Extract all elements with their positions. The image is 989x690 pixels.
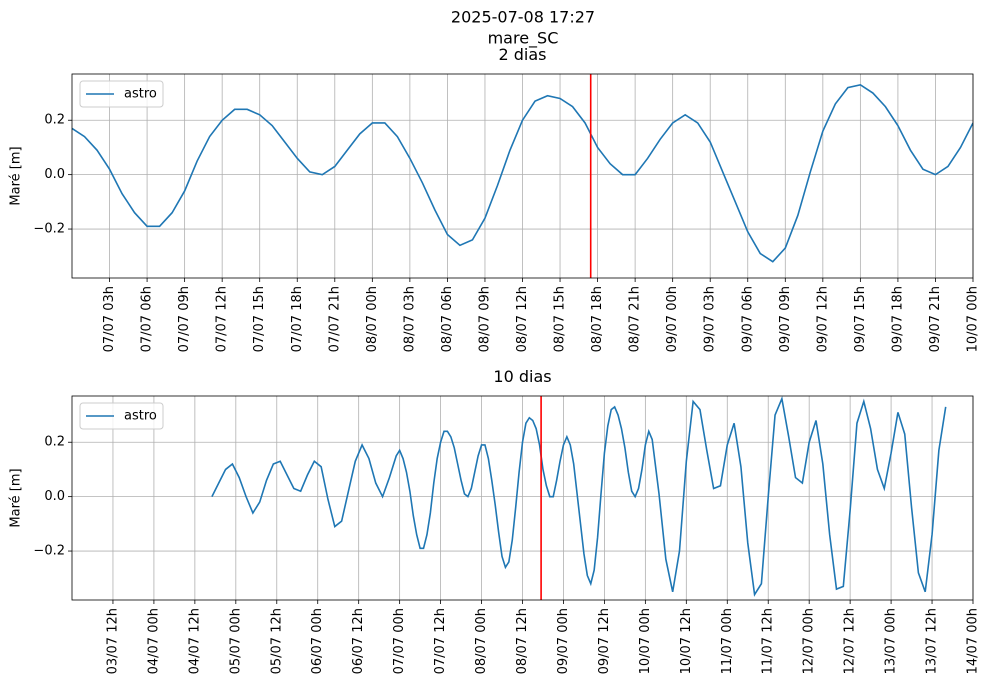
- x-tick-label: 08/07 09h: [477, 286, 492, 352]
- legend-label: astro: [124, 409, 157, 424]
- x-tick-label: 08/07 00h: [474, 608, 489, 674]
- x-tick-label: 09/07 12h: [597, 608, 612, 674]
- x-tick-label: 07/07 12h: [215, 286, 230, 352]
- x-tick-label: 08/07 18h: [590, 286, 605, 352]
- x-tick-label: 09/07 21h: [928, 286, 943, 352]
- x-tick-label: 14/07 00h: [966, 608, 981, 674]
- x-tick-label: 09/07 00h: [556, 608, 571, 674]
- x-tick-label: 09/07 06h: [740, 286, 755, 352]
- series-line: [72, 84, 973, 263]
- y-tick-label: 0.2: [44, 435, 65, 450]
- x-tick-label: 08/07 15h: [553, 286, 568, 352]
- legend-box: [79, 402, 164, 430]
- y-tick-label: 0.0: [44, 489, 65, 504]
- legend-box: [79, 80, 164, 108]
- x-tick-label: 08/07 21h: [628, 286, 643, 352]
- y-tick-label: −0.2: [33, 222, 65, 237]
- legend-label: astro: [124, 87, 157, 102]
- x-tick-label: 12/07 00h: [802, 608, 817, 674]
- x-tick-label: 11/07 00h: [720, 608, 735, 674]
- x-tick-label: 06/07 12h: [351, 608, 366, 674]
- x-tick-label: 13/07 00h: [884, 608, 899, 674]
- subplot-title: 10 dias: [493, 367, 551, 386]
- x-tick-label: 03/07 12h: [105, 608, 120, 674]
- y-axis-label: Maré [m]: [9, 468, 24, 527]
- x-tick-label: 09/07 15h: [853, 286, 868, 352]
- x-tick-label: 07/07 18h: [290, 286, 305, 352]
- x-tick-label: 09/07 09h: [778, 286, 793, 352]
- axes-frame: [71, 73, 974, 279]
- x-tick-label: 09/07 12h: [815, 286, 830, 352]
- x-tick-label: 10/07 12h: [679, 608, 694, 674]
- x-tick-label: 07/07 06h: [140, 286, 155, 352]
- x-tick-label: 05/07 00h: [228, 608, 243, 674]
- x-tick-label: 10/07 00h: [638, 608, 653, 674]
- x-tick-label: 07/07 03h: [102, 286, 117, 352]
- x-tick-label: 10/07 00h: [966, 286, 981, 352]
- x-tick-label: 07/07 15h: [252, 286, 267, 352]
- x-tick-label: 08/07 03h: [402, 286, 417, 352]
- suptitle: 2025-07-08 17:27: [451, 8, 595, 27]
- suptitle: mare_SC: [488, 29, 559, 49]
- x-tick-label: 05/07 12h: [269, 608, 284, 674]
- series-line: [211, 396, 947, 597]
- axes-frame: [71, 395, 974, 601]
- x-tick-label: 09/07 00h: [665, 286, 680, 352]
- x-tick-label: 08/07 12h: [515, 608, 530, 674]
- x-tick-label: 04/07 12h: [187, 608, 202, 674]
- x-tick-label: 07/07 00h: [392, 608, 407, 674]
- x-tick-label: 13/07 12h: [925, 608, 940, 674]
- y-tick-label: −0.2: [33, 544, 65, 559]
- x-tick-label: 09/07 03h: [703, 286, 718, 352]
- x-tick-label: 12/07 12h: [843, 608, 858, 674]
- x-tick-label: 08/07 06h: [440, 286, 455, 352]
- x-tick-label: 09/07 18h: [890, 286, 905, 352]
- x-tick-label: 07/07 09h: [177, 286, 192, 352]
- x-tick-label: 07/07 21h: [327, 286, 342, 352]
- x-tick-label: 08/07 00h: [365, 286, 380, 352]
- subplot-title: 2 dias: [498, 45, 546, 64]
- x-tick-label: 07/07 12h: [433, 608, 448, 674]
- x-tick-label: 11/07 12h: [761, 608, 776, 674]
- y-axis-label: Maré [m]: [9, 146, 24, 205]
- x-tick-label: 06/07 00h: [310, 608, 325, 674]
- y-tick-label: 0.0: [44, 167, 65, 182]
- x-tick-label: 08/07 12h: [515, 286, 530, 352]
- x-tick-label: 04/07 00h: [146, 608, 161, 674]
- y-tick-label: 0.2: [44, 113, 65, 128]
